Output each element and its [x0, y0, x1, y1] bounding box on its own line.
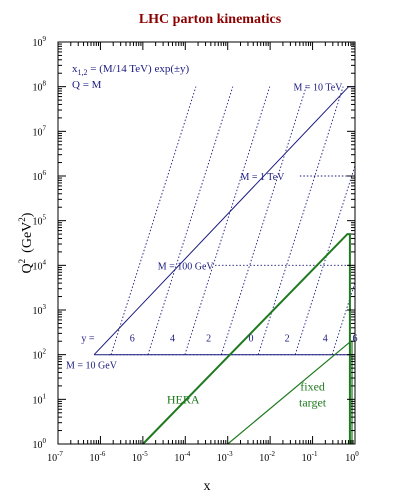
- x-tick-label: 10-2: [259, 450, 275, 464]
- x-axis-label: x: [204, 479, 211, 494]
- chart-title: LHC parton kinematics: [139, 12, 282, 27]
- x-tick-label: 100: [345, 450, 359, 464]
- x-tick-label: 10-5: [132, 450, 148, 464]
- fixed-target-label: target: [299, 395, 327, 409]
- y-tick-label: 109: [33, 35, 47, 49]
- x-tick-label: 10-4: [174, 450, 190, 464]
- hera-region-boundary: [142, 233, 351, 445]
- svg-text:Q2(GeV2): Q2(GeV2): [17, 212, 35, 273]
- mass-label: M = 10 TeV: [293, 83, 343, 94]
- lhc-layer: [93, 86, 356, 356]
- x-tick-label: 10-6: [90, 450, 106, 464]
- rapidity-line--2: [184, 86, 271, 355]
- rapidity-line-2: [257, 86, 344, 355]
- y-tick-label: 102: [33, 348, 47, 362]
- rapidity-line--6: [110, 86, 197, 355]
- mass-label: M = 10 GeV: [66, 361, 118, 372]
- y-tick-label: 106: [33, 169, 47, 183]
- y-axis-label: Q2(GeV2): [17, 212, 35, 273]
- rapidity-label: 4: [170, 333, 175, 344]
- y-tick-label: 100: [33, 437, 47, 451]
- tick-labels-layer: 10-7 10-6 10-5 10-4 10-3 10-2 10-1 100 100 101 102…: [33, 35, 360, 464]
- x-tick-label: 10-3: [217, 450, 233, 464]
- hera-label: HERA: [167, 392, 200, 406]
- y-tick-label: 101: [33, 392, 47, 406]
- rapidity-label: 2: [206, 333, 211, 344]
- y-tick-label: 104: [33, 258, 47, 272]
- fixed-target-label: fixed: [300, 379, 325, 393]
- y-tick-label: 108: [33, 80, 47, 94]
- rapidity-line-4: [294, 165, 356, 355]
- formula-line1: x1,2 = (M/14 TeV) exp(±y): [72, 63, 190, 77]
- y-tick-label: 107: [33, 124, 47, 138]
- y-tick-label: 103: [33, 303, 47, 317]
- plot-frame: [57, 41, 356, 445]
- y-tick-label: 105: [33, 214, 47, 228]
- annotations-layer: M = 10 TeV M = 1 TeV M = 100 GeV M = 10 GeV…: [66, 83, 358, 410]
- rapidity-line--4: [147, 86, 234, 355]
- rapidity-label: 2: [285, 333, 290, 344]
- fixed-target-region-boundary: [227, 340, 353, 445]
- lhc-region-boundary: [93, 86, 356, 356]
- rapidity-label: 4: [323, 333, 328, 344]
- x-tick-label: 10-7: [47, 450, 63, 464]
- rapidity-label: 0: [249, 333, 254, 344]
- x-tick-label: 10-1: [302, 450, 318, 464]
- rapidity-label-prefix: y =: [81, 333, 95, 344]
- rapidity-label: 6: [130, 333, 135, 344]
- rapidity-line-6: [331, 282, 356, 355]
- rapidity-line-0: [220, 86, 307, 355]
- mass-label: M = 100 GeV: [158, 261, 215, 272]
- rapidity-label: 6: [353, 333, 358, 344]
- mass-label: M = 1 TeV: [240, 172, 285, 183]
- ticks-layer: [57, 41, 356, 445]
- formula-line2: Q = M: [72, 79, 102, 91]
